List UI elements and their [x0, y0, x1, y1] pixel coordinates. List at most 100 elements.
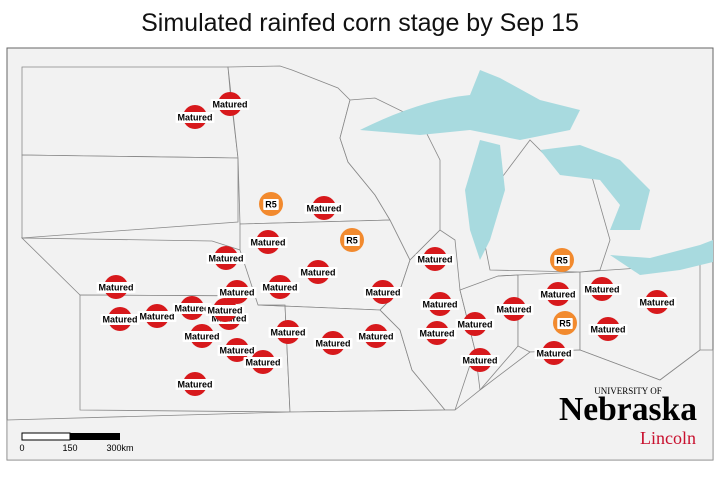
label-box: [557, 318, 573, 329]
site-marker: R5: [340, 228, 364, 252]
label-box: [137, 311, 177, 322]
label-box: [538, 289, 578, 300]
marker-label: Matured: [212, 99, 247, 109]
marker-label: R5: [265, 199, 277, 209]
label-box: [363, 287, 403, 298]
label-box: [313, 338, 353, 349]
site-marker: Matured: [363, 280, 403, 304]
label-box: [217, 345, 257, 356]
marker-label: Matured: [177, 112, 212, 122]
site-marker: Matured: [137, 304, 177, 328]
label-box: [298, 267, 338, 278]
label-box: [268, 327, 308, 338]
site-marker: Matured: [172, 296, 212, 320]
site-marker: Matured: [304, 196, 344, 220]
label-box: [356, 331, 396, 342]
marker-label: Matured: [219, 287, 254, 297]
site-marker: Matured: [313, 331, 353, 355]
marker-label: Matured: [358, 331, 393, 341]
label-box: [582, 284, 622, 295]
marker-label: Matured: [590, 324, 625, 334]
marker-label: Matured: [306, 203, 341, 213]
label-box: [175, 112, 215, 123]
label-box: [460, 355, 500, 366]
site-marker: Matured: [494, 297, 534, 321]
site-marker: R5: [550, 248, 574, 272]
site-marker: R5: [553, 311, 577, 335]
site-marker: Matured: [538, 282, 578, 306]
label-box: [554, 255, 570, 266]
label-box: [248, 237, 288, 248]
label-box: [217, 287, 257, 298]
site-marker: Matured: [175, 372, 215, 396]
marker-label: Matured: [462, 355, 497, 365]
site-marker: Matured: [460, 348, 500, 372]
marker-label: Matured: [365, 287, 400, 297]
marker-label: Matured: [262, 282, 297, 292]
label-box: [205, 305, 245, 316]
site-marker: R5: [259, 192, 283, 216]
marker-label: Matured: [639, 297, 674, 307]
logo-campus: Lincoln: [640, 428, 696, 448]
label-box: [420, 299, 460, 310]
scale-label: 150: [62, 443, 77, 453]
marker-label: R5: [346, 235, 358, 245]
marker-label: Matured: [270, 327, 305, 337]
label-box: [534, 348, 574, 359]
label-box: [172, 303, 212, 314]
marker-label: Matured: [102, 314, 137, 324]
label-box: [588, 324, 628, 335]
site-marker: Matured: [100, 307, 140, 331]
site-marker: Matured: [260, 275, 300, 299]
site-marker: Matured: [210, 92, 250, 116]
site-marker: Matured: [182, 324, 222, 348]
label-box: [182, 331, 222, 342]
label-box: [455, 319, 495, 330]
label-box: [175, 379, 215, 390]
label-box: [243, 357, 283, 368]
marker-label: Matured: [184, 331, 219, 341]
label-box: [263, 199, 279, 210]
label-box: [210, 99, 250, 110]
logo-top: UNIVERSITY OF: [594, 386, 661, 396]
logo-name: Nebraska: [559, 391, 697, 428]
marker-label: Matured: [496, 304, 531, 314]
logo: UNIVERSITY OF Nebraska Lincoln: [559, 386, 697, 448]
marker-label: Matured: [177, 379, 212, 389]
site-marker: Matured: [96, 275, 136, 299]
marker-label: R5: [556, 255, 568, 265]
site-marker: Matured: [582, 277, 622, 301]
scale-label: 300km: [106, 443, 133, 453]
label-box: [96, 282, 136, 293]
scale-label: 0: [19, 443, 24, 453]
site-marker: Matured: [420, 292, 460, 316]
label-box: [304, 203, 344, 214]
scale-bar: 0 150 300km: [19, 432, 134, 453]
label-box: [415, 254, 455, 265]
marker-label: Matured: [207, 305, 242, 315]
site-marker: Matured: [534, 341, 574, 365]
site-marker: Matured: [637, 290, 677, 314]
marker-label: Matured: [540, 289, 575, 299]
site-marker: Matured: [248, 230, 288, 254]
site-marker: Matured: [588, 317, 628, 341]
marker-label: Matured: [208, 253, 243, 263]
marker-label: Matured: [584, 284, 619, 294]
marker-label: Matured: [457, 319, 492, 329]
marker-label: Matured: [536, 348, 571, 358]
marker-label: Matured: [174, 303, 209, 313]
marker-label: Matured: [300, 267, 335, 277]
marker-label: R5: [559, 318, 571, 328]
site-marker: Matured: [175, 105, 215, 129]
label-box: [206, 253, 246, 264]
marker-label: Matured: [315, 338, 350, 348]
marker-label: Matured: [245, 357, 280, 367]
label-box: [100, 314, 140, 325]
marker-label: Matured: [219, 345, 254, 355]
marker-label: Matured: [422, 299, 457, 309]
site-marker: Matured: [217, 338, 257, 362]
site-marker: Matured: [268, 320, 308, 344]
site-marker: Matured: [356, 324, 396, 348]
marker-label: Matured: [139, 311, 174, 321]
